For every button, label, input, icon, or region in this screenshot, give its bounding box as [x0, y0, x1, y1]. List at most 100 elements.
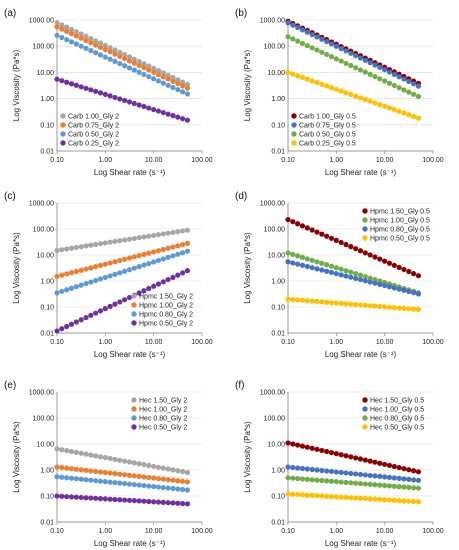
- data-point: [73, 41, 79, 47]
- data-point: [401, 476, 407, 482]
- panel-label: (f): [235, 380, 244, 391]
- data-point: [415, 273, 422, 279]
- data-point: [64, 465, 70, 471]
- data-point: [117, 457, 123, 463]
- data-point: [353, 480, 359, 486]
- data-point: [73, 284, 79, 290]
- data-point: [333, 300, 339, 306]
- data-point: [165, 111, 171, 117]
- data-point: [328, 468, 335, 475]
- data-point: [328, 41, 335, 47]
- legend-entry: Hpmc 0.80_Gly 2: [139, 312, 193, 319]
- data-point: [184, 81, 191, 87]
- data-point: [386, 462, 393, 469]
- y-tick-label: 1000.00: [260, 390, 285, 397]
- legend-swatch: [362, 415, 368, 421]
- data-point: [285, 440, 291, 446]
- data-point: [54, 328, 60, 334]
- data-point: [391, 71, 397, 77]
- data-point: [285, 475, 291, 481]
- data-point: [324, 83, 330, 89]
- series-0: [54, 446, 191, 476]
- data-point: [386, 260, 393, 266]
- data-point: [59, 464, 65, 471]
- data-point: [299, 254, 306, 260]
- data-point: [107, 496, 113, 502]
- data-point: [93, 38, 99, 44]
- x-tick-label: 10.00: [145, 528, 163, 535]
- legend-swatch: [131, 397, 137, 403]
- data-point: [324, 268, 330, 274]
- data-point: [362, 457, 368, 463]
- data-point: [73, 268, 79, 275]
- data-point: [406, 306, 412, 312]
- data-point: [170, 74, 176, 81]
- data-point: [73, 319, 79, 325]
- data-point: [54, 273, 60, 280]
- data-point: [357, 272, 364, 278]
- data-point: [73, 466, 79, 472]
- panel-label: (d): [235, 191, 247, 202]
- data-point: [141, 474, 147, 480]
- y-tick-label: 1.00: [40, 279, 54, 286]
- y-tick-label: 0.01: [271, 149, 285, 156]
- data-point: [180, 83, 186, 89]
- data-point: [59, 78, 65, 84]
- data-point: [295, 297, 301, 303]
- data-point: [102, 479, 108, 485]
- data-point: [411, 91, 417, 97]
- legend-swatch: [131, 415, 137, 421]
- data-point: [304, 29, 310, 35]
- data-point: [391, 483, 397, 489]
- data-point: [160, 465, 166, 471]
- data-point: [309, 227, 315, 233]
- data-point: [160, 80, 166, 86]
- data-point: [88, 495, 94, 501]
- data-point: [382, 461, 388, 467]
- data-point: [170, 84, 176, 91]
- data-point: [304, 444, 310, 450]
- data-point: [314, 259, 320, 265]
- data-point: [131, 482, 137, 488]
- data-point: [348, 480, 354, 486]
- data-point: [180, 89, 186, 95]
- data-point: [319, 467, 325, 474]
- data-point: [59, 493, 65, 499]
- data-point: [415, 306, 422, 313]
- data-point: [309, 265, 315, 271]
- data-point: [324, 493, 330, 499]
- data-point: [126, 99, 133, 105]
- data-point: [295, 253, 301, 259]
- legend-swatch: [362, 235, 368, 241]
- data-point: [54, 24, 60, 30]
- y-tick-label: 0.01: [40, 520, 54, 527]
- data-point: [165, 76, 171, 82]
- data-point: [285, 491, 291, 497]
- data-point: [102, 240, 108, 246]
- x-tick-label: 10.00: [376, 528, 394, 535]
- data-point: [170, 485, 176, 492]
- data-point: [78, 267, 84, 273]
- data-point: [391, 107, 397, 113]
- data-point: [88, 40, 94, 46]
- data-point: [107, 303, 113, 309]
- series-2: [285, 475, 422, 491]
- data-point: [382, 474, 388, 480]
- legend-entry: Carb 0.75_Gly 2: [68, 123, 119, 130]
- x-tick-label: 0.10: [50, 339, 64, 346]
- data-point: [97, 44, 104, 50]
- data-point: [338, 46, 344, 52]
- data-point: [401, 287, 407, 293]
- data-point: [136, 264, 142, 270]
- data-point: [64, 24, 70, 30]
- data-point: [324, 262, 330, 268]
- data-point: [155, 257, 162, 264]
- y-tick-label: 1.00: [271, 279, 285, 286]
- data-point: [107, 455, 113, 462]
- panel-label: (a): [4, 8, 16, 19]
- data-point: [136, 102, 142, 108]
- y-tick-label: 1000.00: [29, 201, 54, 208]
- data-point: [343, 241, 349, 248]
